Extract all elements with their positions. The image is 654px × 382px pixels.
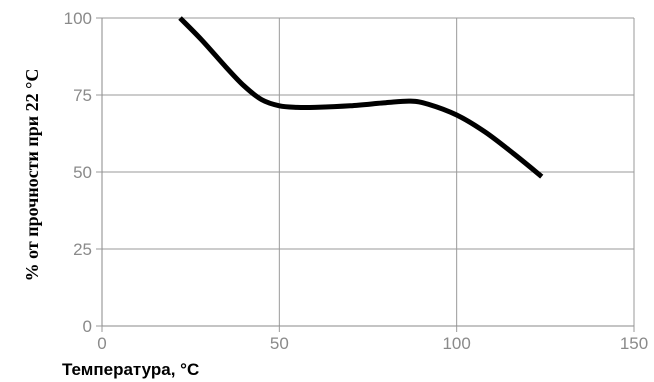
x-tick-label: 150 [620, 334, 648, 353]
x-axis-label: Температура, °C [62, 360, 199, 379]
y-tick-label: 100 [64, 9, 92, 28]
x-tick-label: 0 [97, 334, 106, 353]
y-tick-label: 75 [73, 86, 92, 105]
grid [102, 17, 635, 326]
x-tick-label: 100 [442, 334, 470, 353]
y-axis-label: % от прочности при 22 °C [22, 69, 42, 282]
y-tick-label: 50 [73, 163, 92, 182]
ticks-layer: 0 50 100 150 0 25 50 75 100 [64, 9, 649, 353]
series-line [178, 16, 544, 179]
series-layer [178, 16, 544, 179]
y-tick-label: 0 [83, 317, 92, 336]
x-tick-label: 50 [270, 334, 289, 353]
y-tick-label: 25 [73, 240, 92, 259]
